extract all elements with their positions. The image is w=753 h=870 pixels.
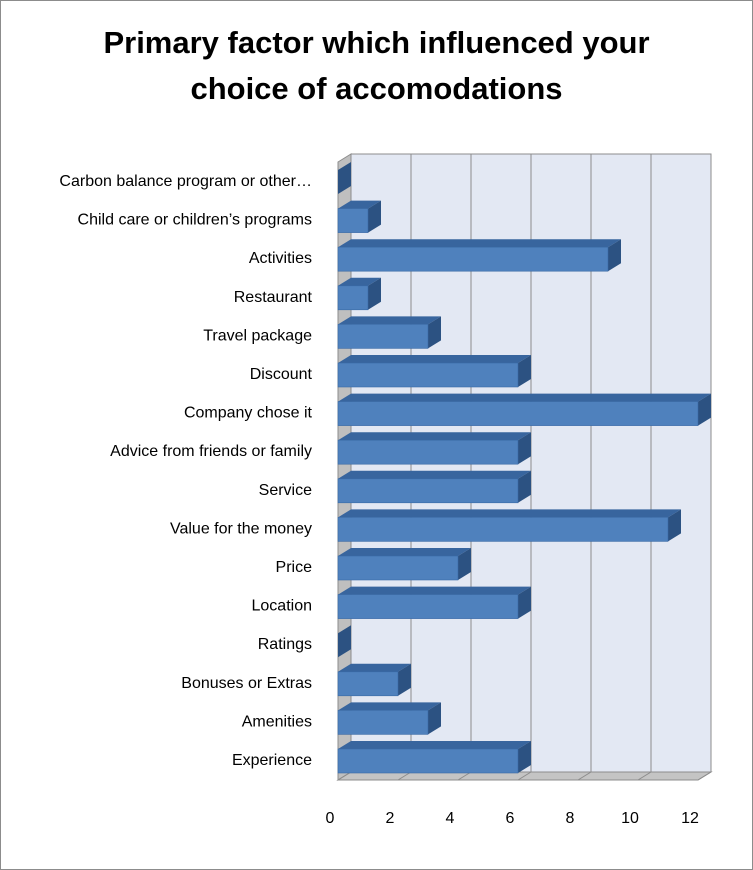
floor-gridline: [337, 771, 352, 781]
bar-top: [338, 741, 531, 749]
floor-gridline: [577, 771, 592, 781]
bar-side: [698, 393, 711, 426]
bar-side: [518, 741, 531, 773]
bar-side: [518, 432, 531, 465]
bar: [337, 555, 459, 581]
chart-title: Primary factor which influenced your cho…: [0, 20, 753, 112]
bar: [337, 748, 519, 774]
x-tick-label: 8: [566, 810, 575, 827]
category-label: Restaurant: [234, 289, 313, 306]
bar: [337, 324, 429, 349]
bar-side: [398, 663, 411, 696]
floor-gridline: [697, 771, 712, 781]
category-label: Travel package: [203, 327, 312, 344]
category-axis-labels: Carbon balance program or other… Child ca…: [59, 173, 312, 769]
floor-gridline: [637, 771, 652, 781]
value-axis-labels: 0 2 4 6 8 10 12: [326, 810, 699, 827]
floor-gridline: [517, 771, 532, 781]
bar-top: [338, 470, 531, 479]
x-tick-label: 4: [446, 810, 455, 827]
x-tick-label: 10: [621, 810, 639, 827]
category-label: Company chose it: [184, 405, 313, 422]
category-label: Advice from friends or family: [110, 443, 312, 460]
category-label: Child care or children’s programs: [78, 212, 312, 229]
category-label: Bonuses or Extras: [181, 675, 312, 692]
bar: [337, 208, 369, 233]
bar: [337, 439, 519, 465]
bar-top: [338, 586, 531, 595]
bar: [337, 401, 699, 426]
bar-top: [338, 316, 441, 325]
category-label: Discount: [250, 366, 313, 383]
chart-title-line-1: Primary factor which influenced your: [103, 25, 650, 60]
bar-top: [338, 200, 381, 209]
bar: [337, 285, 369, 311]
bar-top: [338, 277, 381, 286]
bar: [337, 478, 519, 504]
bar-side: [368, 200, 381, 233]
floor-gridline: [457, 771, 472, 781]
bar-top: [338, 239, 621, 248]
category-label: Carbon balance program or other…: [59, 173, 312, 190]
x-tick-label: 2: [386, 810, 395, 827]
bar-side: [518, 586, 531, 619]
bar-side: [518, 355, 531, 387]
bar-side: [458, 548, 471, 580]
bar: [337, 246, 609, 272]
bar: [337, 710, 429, 735]
bar: [337, 362, 519, 388]
category-label: Price: [276, 559, 313, 576]
bar-side: [518, 470, 531, 503]
bar-top: [338, 548, 471, 556]
category-label: Experience: [232, 752, 312, 769]
category-label: Ratings: [258, 636, 312, 653]
bar-top: [338, 355, 531, 363]
category-label: Service: [259, 482, 312, 499]
category-label: Activities: [249, 250, 312, 267]
chart-bars: [337, 162, 711, 774]
floor-gridline: [397, 771, 412, 781]
bar-top: [338, 509, 681, 518]
bar-side: [368, 277, 381, 310]
chart-title-line-2: choice of accomodations: [190, 71, 563, 106]
bar-side: [338, 162, 351, 194]
bar-side: [668, 509, 681, 542]
bar-side: [428, 316, 441, 349]
bar-side: [338, 625, 351, 658]
bar-top: [338, 663, 411, 672]
bar: [337, 671, 399, 697]
bar: [337, 517, 669, 542]
bar-side: [608, 239, 621, 272]
x-tick-label: 6: [506, 810, 515, 827]
bar-top: [338, 393, 711, 402]
bar: [337, 594, 519, 619]
category-label: Amenities: [242, 713, 312, 730]
category-label: Location: [252, 598, 313, 615]
bar-top: [338, 702, 441, 711]
bar-top: [338, 432, 531, 441]
x-tick-label: 0: [326, 810, 335, 827]
bar-side: [428, 702, 441, 735]
x-tick-label: 12: [681, 810, 699, 827]
category-label: Value for the money: [170, 520, 312, 537]
